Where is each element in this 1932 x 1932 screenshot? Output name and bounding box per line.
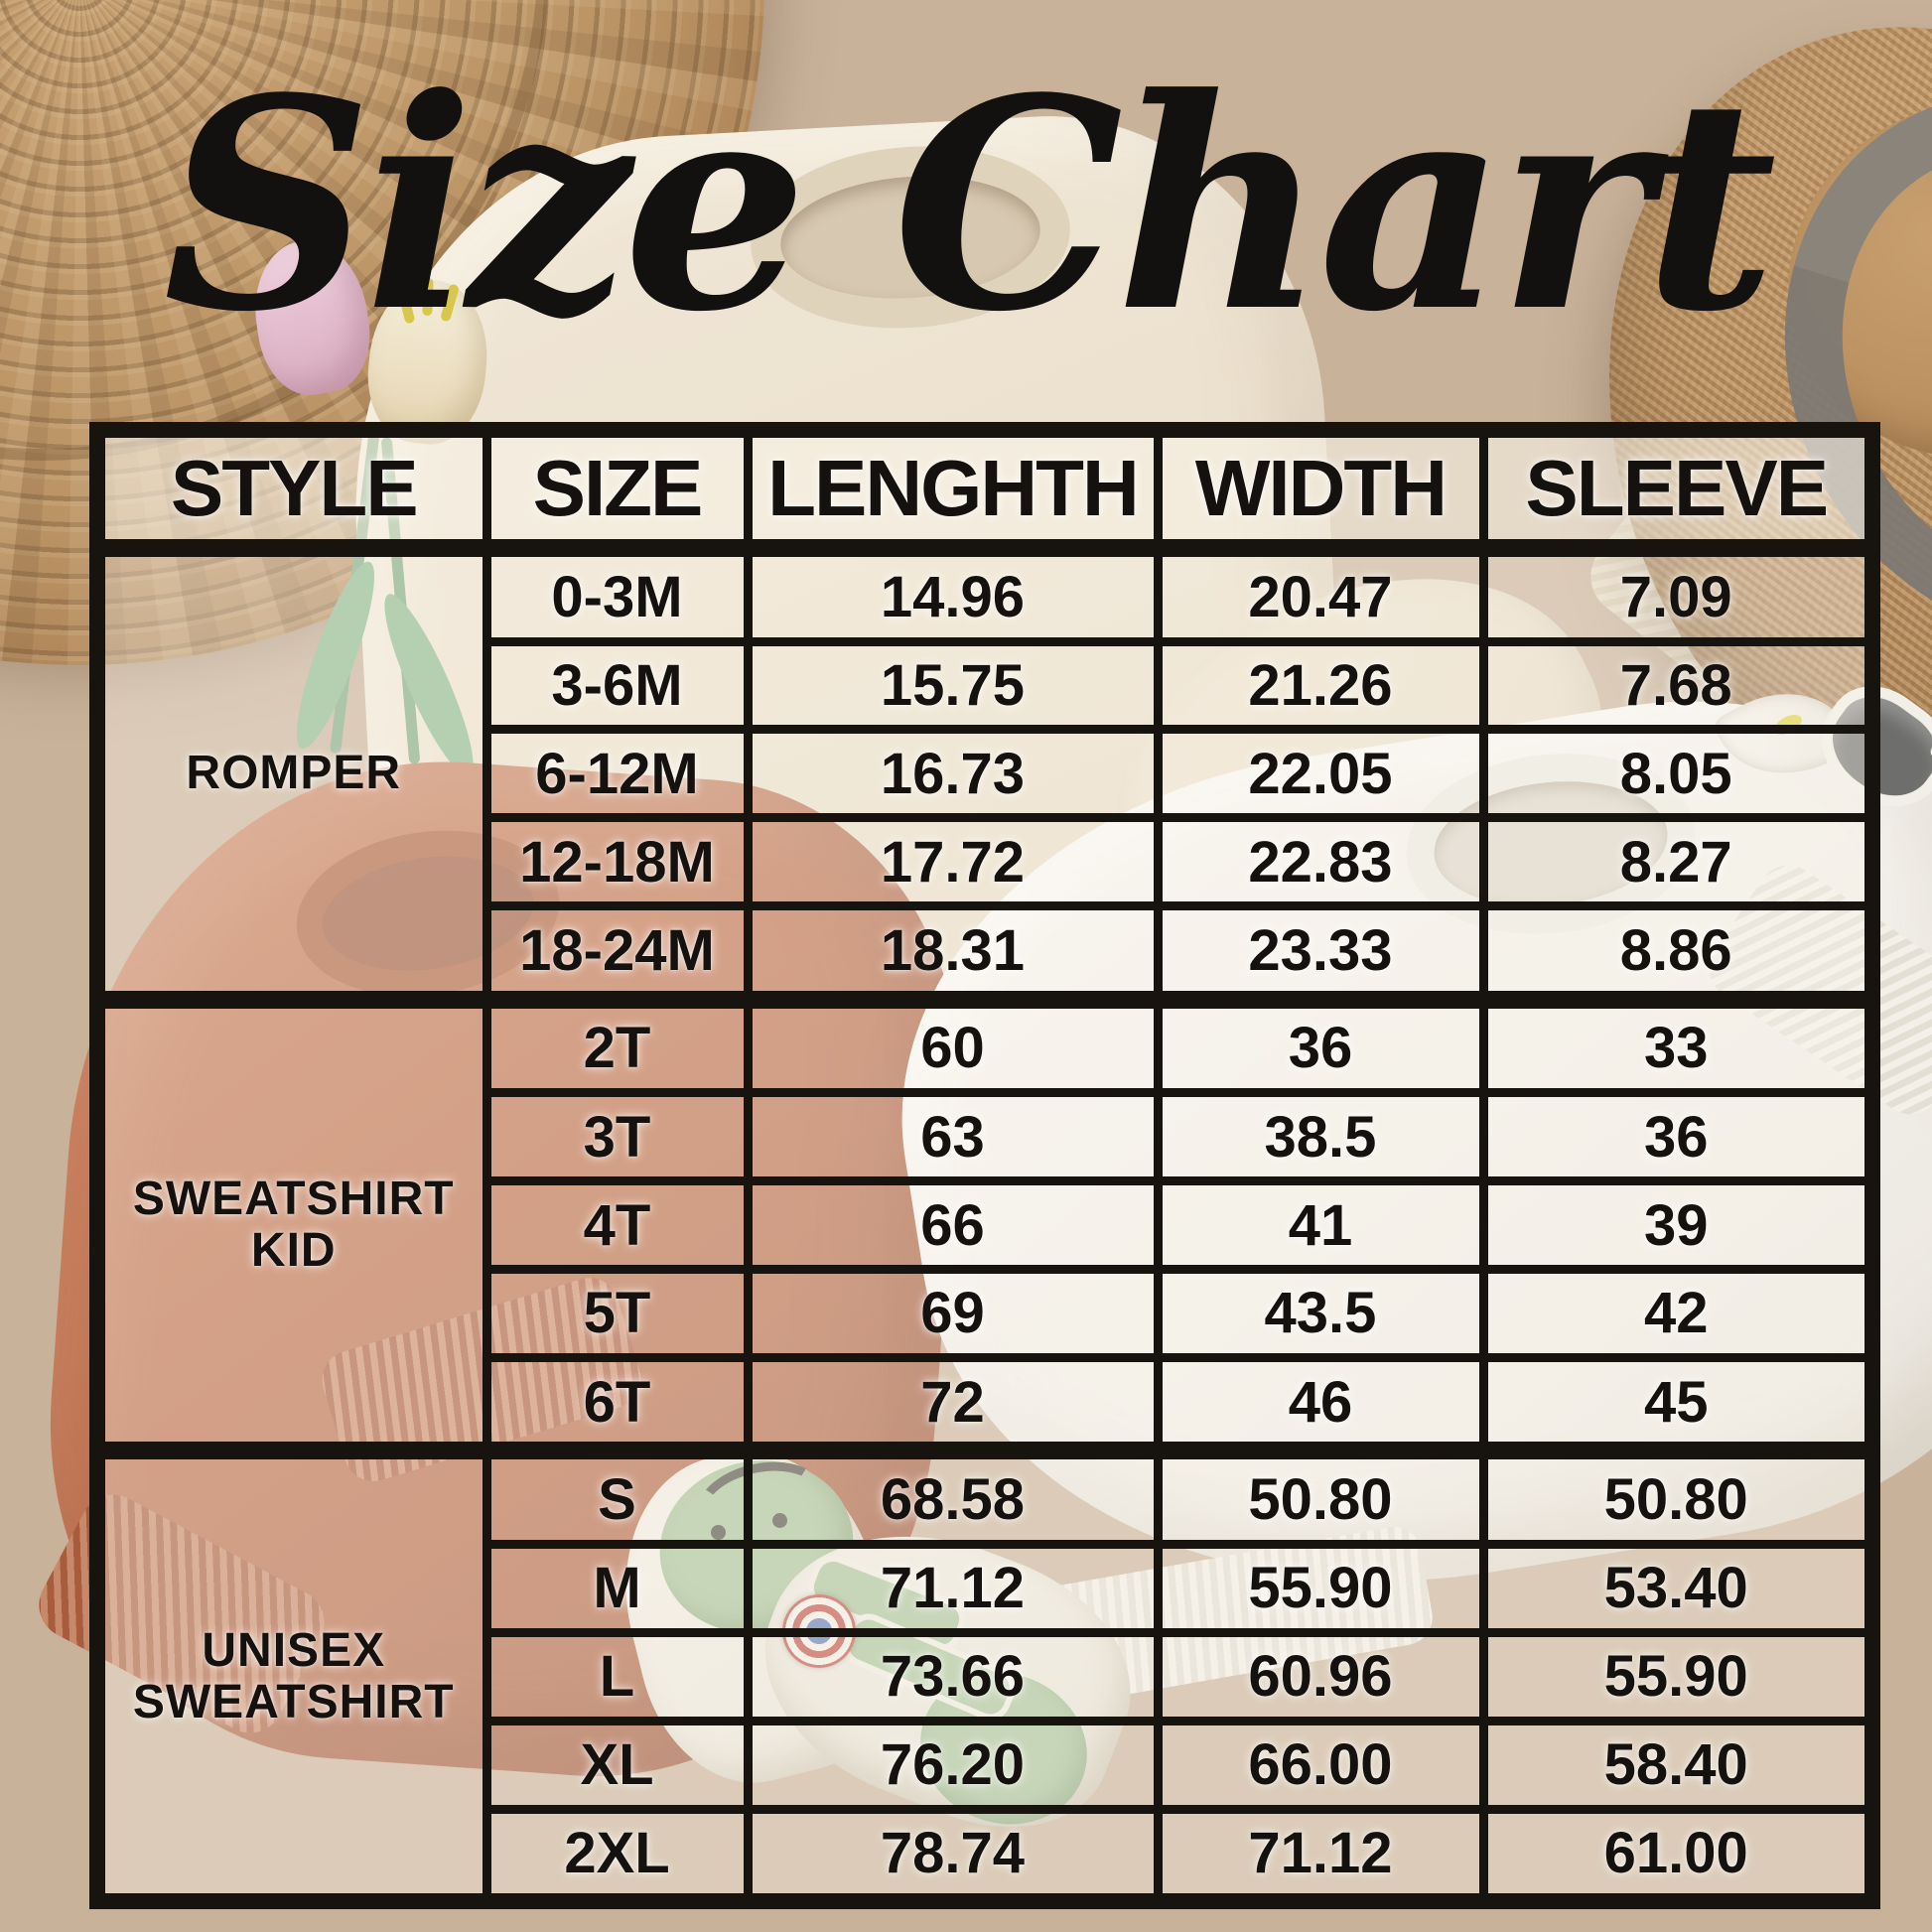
measurement-cell: 55.90 — [1478, 1627, 1877, 1725]
measurement-cell: 71.12 — [1153, 1804, 1488, 1906]
column-header-sleeve: SLEEVE — [1478, 425, 1877, 555]
measurement-cell: 69 — [743, 1265, 1163, 1362]
size-cell: 2XL — [482, 1804, 753, 1906]
table-row: XL 76.20 66.00 58.40 — [97, 1716, 1877, 1814]
table-row: UNISEX SWEATSHIRT S 68.58 50.80 50.80 — [92, 1442, 1877, 1906]
measurement-cell: 76.20 — [743, 1716, 1163, 1814]
table-row: 4T 66 41 39 — [97, 1176, 1877, 1274]
measurement-cell: 71.12 — [743, 1539, 1163, 1637]
table-row: L 73.66 60.96 55.90 — [97, 1627, 1877, 1725]
style-cell-romper: ROMPER — [92, 539, 491, 1005]
measurement-cell: 36 — [1478, 1088, 1877, 1186]
table-row: 6T 72 46 45 — [97, 1352, 1877, 1455]
table-row: M 71.12 55.90 53.40 — [97, 1539, 1877, 1637]
measurement-cell: 20.47 — [1153, 538, 1488, 646]
size-cell: L — [482, 1627, 753, 1725]
measurement-cell: 68.58 — [743, 1442, 1163, 1549]
size-cell: 18-24M — [482, 901, 753, 1005]
measurement-cell: 46 — [1153, 1352, 1488, 1455]
size-cell: 3T — [482, 1088, 753, 1186]
measurement-cell: 8.86 — [1478, 901, 1877, 1005]
measurement-cell: 53.40 — [1478, 1539, 1877, 1637]
style-cell-unisex-sweatshirt: UNISEX SWEATSHIRT — [92, 1442, 491, 1906]
measurement-cell: 50.80 — [1478, 1442, 1877, 1549]
measurement-cell: 61.00 — [1478, 1804, 1877, 1906]
measurement-cell: 43.5 — [1153, 1265, 1488, 1362]
table-row: 3T 63 38.5 36 — [97, 1088, 1877, 1186]
measurement-cell: 78.74 — [743, 1804, 1163, 1906]
table-row: SWEATSHIRT KID 2T 60 36 33 — [92, 990, 1877, 1455]
column-header-size: SIZE — [482, 425, 753, 555]
page-title: Size Chart — [163, 34, 1777, 375]
table-row: 5T 69 43.5 42 — [97, 1265, 1877, 1362]
size-cell: 12-18M — [482, 813, 753, 911]
measurement-cell: 18.31 — [743, 901, 1163, 1005]
table-header: STYLE SIZE LENGHTH WIDTH SLEEVE — [92, 425, 1877, 555]
size-cell: M — [482, 1539, 753, 1637]
column-header-lenghth: LENGHTH — [743, 425, 1163, 555]
column-header-style: STYLE — [92, 425, 491, 555]
size-cell: S — [482, 1442, 753, 1549]
measurement-cell: 58.40 — [1478, 1716, 1877, 1814]
size-cell: 6T — [482, 1352, 753, 1455]
table-row: 6-12M 16.73 22.05 8.05 — [97, 725, 1877, 823]
table-row: 2XL 78.74 71.12 61.00 — [97, 1804, 1877, 1906]
measurement-cell: 33 — [1478, 990, 1877, 1098]
measurement-cell: 42 — [1478, 1265, 1877, 1362]
measurement-cell: 60.96 — [1153, 1627, 1488, 1725]
measurement-cell: 60 — [743, 990, 1163, 1098]
measurement-cell: 63 — [743, 1088, 1163, 1186]
size-cell: XL — [482, 1716, 753, 1814]
table-row: ROMPER 0-3M 14.96 20.47 7.09 — [92, 538, 1877, 1005]
measurement-cell: 22.05 — [1153, 725, 1488, 823]
measurement-cell: 7.68 — [1478, 636, 1877, 735]
table-body: ROMPER 0-3M 14.96 20.47 7.09 3-6M 15.75 21.26 7.… — [92, 538, 1877, 1906]
size-cell: 3-6M — [482, 636, 753, 735]
table-row: 3-6M 15.75 21.26 7.68 — [97, 636, 1877, 735]
measurement-cell: 55.90 — [1153, 1539, 1488, 1637]
measurement-cell: 73.66 — [743, 1627, 1163, 1725]
measurement-cell: 17.72 — [743, 813, 1163, 911]
measurement-cell: 7.09 — [1478, 538, 1877, 646]
size-cell: 0-3M — [482, 538, 753, 646]
size-chart-table: STYLE SIZE LENGHTH WIDTH SLEEVE ROMPER 0-3M 14… — [89, 422, 1880, 1909]
measurement-cell: 72 — [743, 1352, 1163, 1455]
measurement-cell: 39 — [1478, 1176, 1877, 1274]
measurement-cell: 38.5 — [1153, 1088, 1488, 1186]
measurement-cell: 36 — [1153, 990, 1488, 1098]
header-row: STYLE SIZE LENGHTH WIDTH SLEEVE — [92, 425, 1877, 555]
measurement-cell: 41 — [1153, 1176, 1488, 1274]
table-row: 12-18M 17.72 22.83 8.27 — [97, 813, 1877, 911]
measurement-cell: 8.27 — [1478, 813, 1877, 911]
column-header-width: WIDTH — [1153, 425, 1488, 555]
measurement-cell: 66.00 — [1153, 1716, 1488, 1814]
measurement-cell: 23.33 — [1153, 901, 1488, 1005]
measurement-cell: 21.26 — [1153, 636, 1488, 735]
measurement-cell: 14.96 — [743, 538, 1163, 646]
measurement-cell: 50.80 — [1153, 1442, 1488, 1549]
size-cell: 2T — [482, 990, 753, 1098]
table-row: 18-24M 18.31 23.33 8.86 — [97, 901, 1877, 1005]
size-table: STYLE SIZE LENGHTH WIDTH SLEEVE ROMPER 0-3M 14… — [89, 422, 1880, 1909]
measurement-cell: 8.05 — [1478, 725, 1877, 823]
size-cell: 4T — [482, 1176, 753, 1274]
measurement-cell: 45 — [1478, 1352, 1877, 1455]
measurement-cell: 66 — [743, 1176, 1163, 1274]
measurement-cell: 22.83 — [1153, 813, 1488, 911]
measurement-cell: 16.73 — [743, 725, 1163, 823]
style-cell-sweatshirt-kid: SWEATSHIRT KID — [92, 990, 491, 1455]
measurement-cell: 15.75 — [743, 636, 1163, 735]
size-cell: 5T — [482, 1265, 753, 1362]
size-cell: 6-12M — [482, 725, 753, 823]
